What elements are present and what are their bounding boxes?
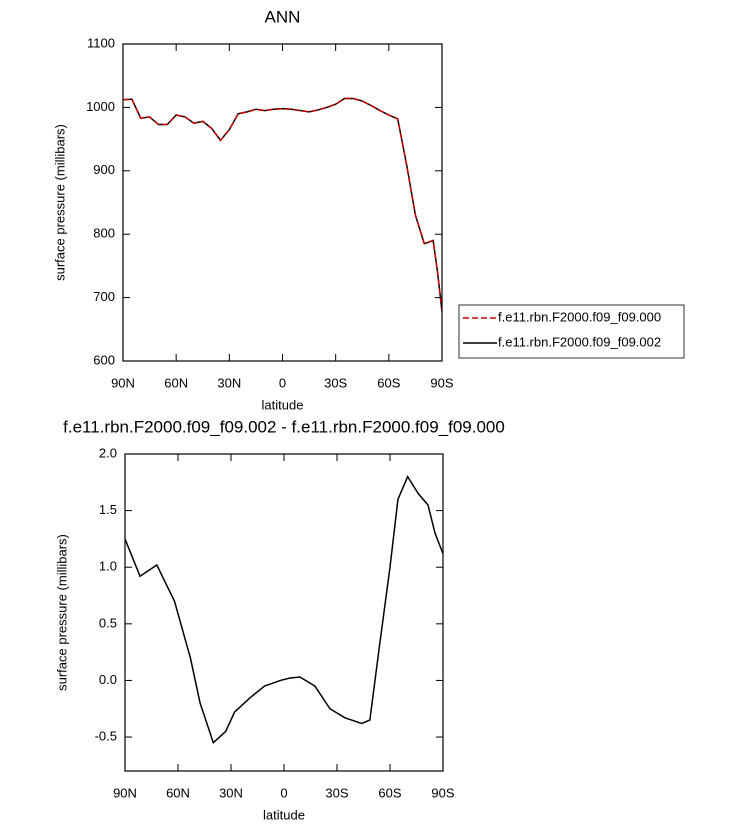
x-tick-label: 0 — [280, 785, 287, 800]
chart-title: ANN — [265, 7, 301, 26]
y-tick-label: 0.0 — [99, 672, 117, 687]
x-tick-label: 90N — [111, 375, 135, 390]
plot-frame — [122, 43, 443, 362]
x-tick-label: 90S — [430, 375, 453, 390]
x-axis-label: latitude — [263, 807, 305, 822]
y-tick-label: 800 — [93, 226, 115, 241]
y-tick-label: 700 — [93, 289, 115, 304]
x-tick-label: 60S — [378, 785, 401, 800]
y-tick-label: 1100 — [87, 35, 115, 50]
x-axis-label: latitude — [262, 397, 304, 412]
x-tick-label: 60S — [377, 375, 400, 390]
y-tick-label: 1.5 — [99, 502, 117, 517]
y-tick-label: -0.5 — [95, 728, 117, 743]
y-tick-label: 0.5 — [99, 615, 117, 630]
x-tick-label: 0 — [279, 375, 286, 390]
y-tick-label: 2.0 — [99, 445, 117, 460]
x-tick-label: 30N — [219, 785, 243, 800]
plot-frame — [124, 453, 444, 772]
x-tick-label: 90N — [113, 785, 137, 800]
x-tick-label: 30S — [324, 375, 347, 390]
x-tick-label: 90S — [431, 785, 454, 800]
chart-title: f.e11.rbn.F2000.f09_f09.002 - f.e11.rbn.… — [63, 417, 505, 436]
data-line — [125, 475, 443, 745]
y-tick-label: 1.0 — [99, 559, 117, 574]
y-axis-label: surface pressure (millibars) — [54, 534, 69, 691]
legend-label: f.e11.rbn.F2000.f09_f09.000 — [498, 309, 661, 324]
legend-box — [458, 304, 685, 359]
y-tick-label: 900 — [93, 162, 115, 177]
data-line — [123, 97, 442, 312]
x-tick-label: 30N — [217, 375, 241, 390]
y-tick-label: 1000 — [86, 99, 115, 114]
x-tick-label: 60N — [164, 375, 188, 390]
y-axis-label: surface pressure (millibars) — [52, 124, 67, 281]
x-tick-label: 30S — [325, 785, 348, 800]
legend-label: f.e11.rbn.F2000.f09_f09.002 — [498, 334, 661, 349]
y-tick-label: 600 — [93, 352, 115, 367]
x-tick-label: 60N — [166, 785, 190, 800]
data-line — [123, 97, 442, 312]
